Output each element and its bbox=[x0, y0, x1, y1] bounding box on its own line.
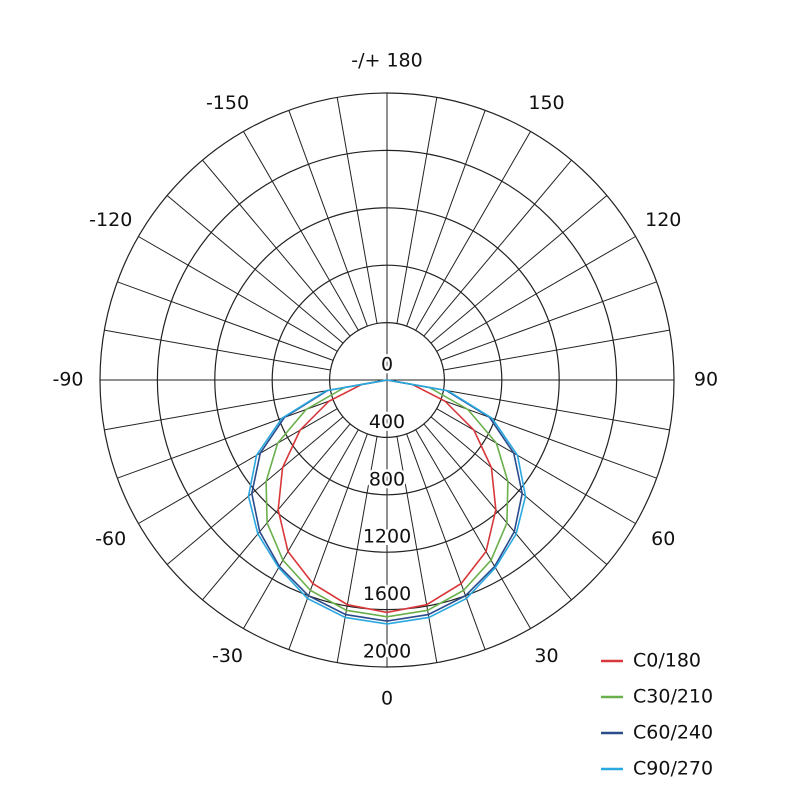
angle-tick-label: 30 bbox=[534, 645, 558, 667]
angle-tick-label: 0 bbox=[381, 688, 393, 710]
radial-tick-label: 400 bbox=[369, 411, 405, 433]
angle-tick-label: -30 bbox=[212, 645, 243, 667]
ring bbox=[329, 322, 446, 439]
angle-tick-label: 60 bbox=[651, 528, 675, 550]
legend-label: C30/210 bbox=[633, 686, 713, 708]
radial-tick-label: 800 bbox=[369, 468, 405, 490]
angle-tick-label: 150 bbox=[528, 92, 564, 114]
radial-tick-label: 1200 bbox=[363, 526, 411, 548]
intensity-curve bbox=[250, 379, 524, 622]
angle-tick-label: 90 bbox=[694, 369, 718, 391]
angle-tick-label: -150 bbox=[206, 92, 249, 114]
legend-label: C0/180 bbox=[633, 650, 701, 672]
radial-tick-label: 2000 bbox=[363, 641, 411, 663]
angle-tick-label: 120 bbox=[645, 209, 681, 231]
angle-tick-label: -60 bbox=[95, 528, 126, 550]
radial-tick-label: 1600 bbox=[363, 583, 411, 605]
intensity-curve bbox=[265, 379, 509, 618]
angle-tick-label: -/+ 180 bbox=[351, 50, 422, 72]
legend-label: C90/270 bbox=[633, 758, 713, 780]
radial-tick-label: 0 bbox=[381, 354, 393, 376]
angle-tick-label: -120 bbox=[89, 209, 132, 231]
intensity-curve bbox=[277, 379, 497, 614]
intensity-curve bbox=[247, 379, 527, 625]
legend-label: C60/240 bbox=[633, 722, 713, 744]
ring bbox=[214, 207, 560, 553]
ring bbox=[156, 149, 618, 611]
ring bbox=[99, 92, 675, 668]
ring bbox=[271, 264, 503, 496]
angle-tick-label: -90 bbox=[52, 369, 83, 391]
